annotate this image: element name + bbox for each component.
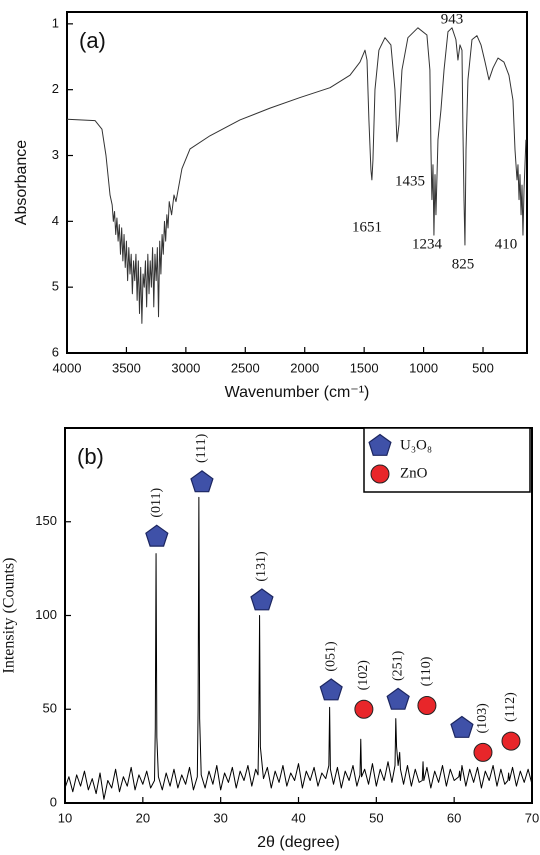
x-axis-title: 2θ (degree) bbox=[257, 834, 340, 851]
phase-marker bbox=[501, 731, 521, 751]
x-tick-label: 30 bbox=[213, 810, 227, 825]
x-tick-label: 10 bbox=[58, 810, 72, 825]
hkl-label: (011) bbox=[149, 488, 164, 518]
hkl-label: (112) bbox=[503, 692, 518, 722]
plot-frame bbox=[66, 11, 528, 354]
peak-annotation: 825 bbox=[452, 256, 475, 272]
x-tick-label: 1000 bbox=[409, 360, 438, 375]
y-tick-label: 3 bbox=[52, 147, 59, 162]
hkl-label: (110) bbox=[419, 656, 434, 686]
legend-label: U₃O₈ bbox=[400, 437, 432, 453]
phase-marker bbox=[190, 470, 214, 493]
x-axis-title: Wavenumber (cm⁻¹) bbox=[225, 384, 370, 401]
panel-label: (b) bbox=[77, 444, 104, 469]
x-tick-label: 2000 bbox=[290, 360, 319, 375]
hkl-label: (131) bbox=[254, 551, 269, 582]
phase-marker bbox=[450, 715, 474, 738]
legend-box bbox=[363, 427, 531, 493]
panel-label: (a) bbox=[79, 28, 106, 53]
y-tick-label: 100 bbox=[35, 607, 57, 622]
phase-marker bbox=[354, 699, 374, 719]
x-tick-label: 1500 bbox=[350, 360, 379, 375]
x-tick-label: 2500 bbox=[231, 360, 260, 375]
y-tick-label: 6 bbox=[52, 344, 59, 359]
legend-swatch bbox=[368, 433, 392, 456]
y-axis-title: Absorbance bbox=[13, 140, 30, 225]
x-tick-label: 50 bbox=[369, 810, 383, 825]
x-tick-label: 40 bbox=[291, 810, 305, 825]
phase-marker bbox=[319, 678, 343, 701]
x-tick-label: 4000 bbox=[53, 360, 82, 375]
peak-annotation: 943 bbox=[441, 11, 464, 27]
phase-marker bbox=[386, 687, 410, 710]
peak-annotation: 410 bbox=[495, 236, 518, 252]
y-tick-label: 0 bbox=[50, 794, 57, 809]
x-tick-label: 3500 bbox=[112, 360, 141, 375]
x-tick-label: 500 bbox=[472, 360, 494, 375]
x-tick-label: 3000 bbox=[171, 360, 200, 375]
data-line bbox=[64, 496, 533, 800]
data-line bbox=[66, 27, 527, 324]
y-axis-title: Intensity (Counts) bbox=[1, 558, 18, 674]
y-tick-label: 1 bbox=[52, 15, 59, 30]
phase-marker bbox=[145, 524, 169, 547]
hkl-label: (103) bbox=[475, 703, 490, 734]
x-tick-label: 60 bbox=[447, 810, 461, 825]
hkl-label: (251) bbox=[390, 650, 405, 681]
y-tick-label: 2 bbox=[52, 81, 59, 96]
y-tick-label: 50 bbox=[43, 701, 57, 716]
legend-label: ZnO bbox=[400, 465, 428, 481]
x-tick-label: 20 bbox=[136, 810, 150, 825]
y-tick-label: 150 bbox=[35, 513, 57, 528]
phase-marker bbox=[417, 696, 437, 715]
hkl-label: (102) bbox=[356, 660, 371, 691]
peak-annotation: 1234 bbox=[412, 236, 443, 252]
y-tick-label: 4 bbox=[52, 213, 59, 228]
peak-annotation: 1435 bbox=[395, 173, 425, 189]
legend-swatch bbox=[370, 464, 390, 484]
hkl-label: (111) bbox=[194, 433, 209, 463]
phase-marker bbox=[473, 742, 493, 762]
phase-marker bbox=[250, 588, 274, 611]
peak-annotation: 1651 bbox=[352, 219, 382, 235]
x-tick-label: 70 bbox=[525, 810, 539, 825]
hkl-label: (051) bbox=[323, 641, 338, 672]
y-tick-label: 5 bbox=[52, 279, 59, 294]
